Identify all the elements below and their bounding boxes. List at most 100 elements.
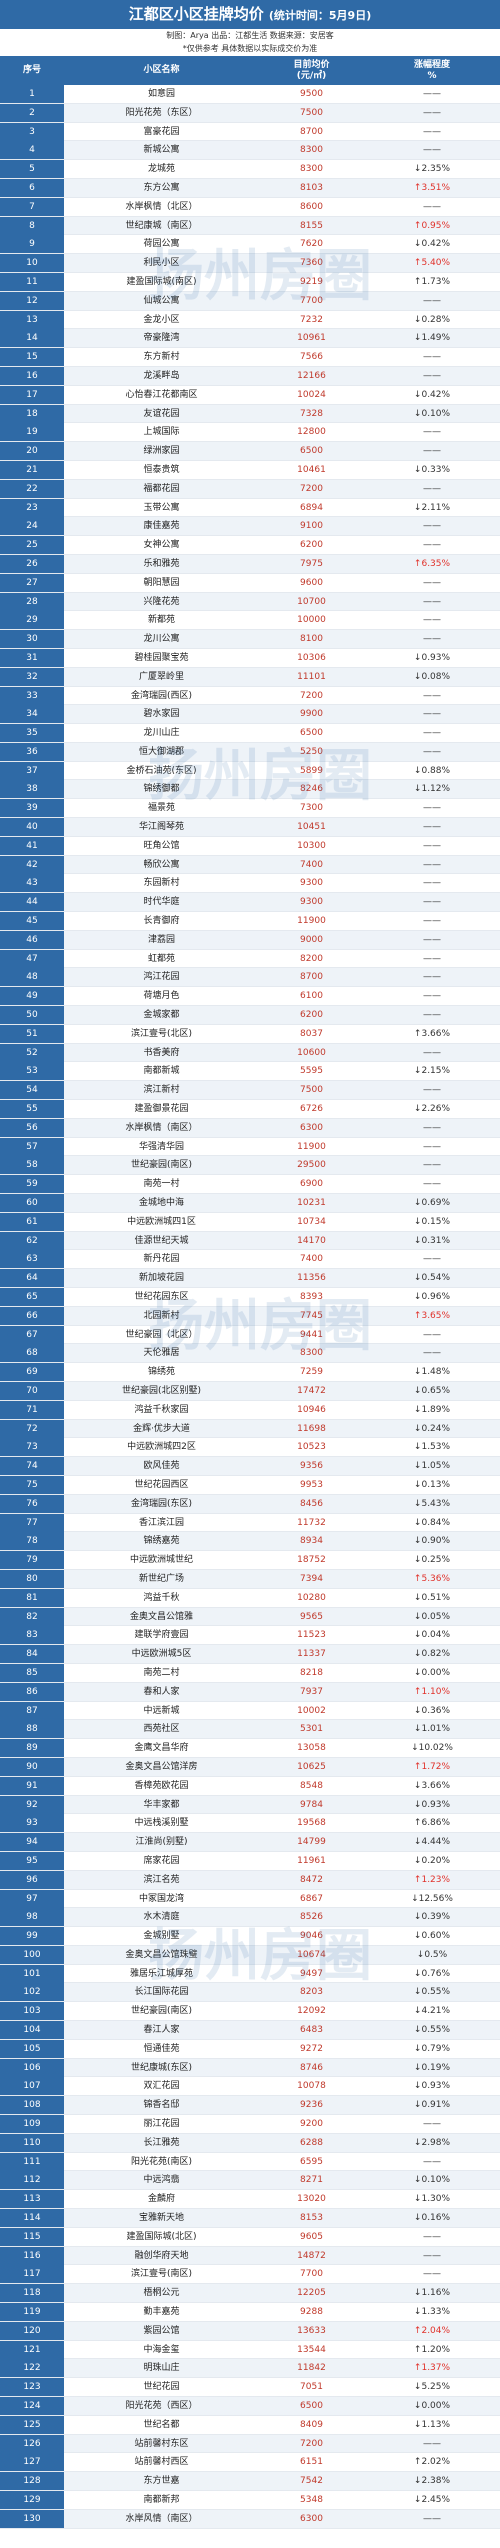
cell-index: 69 xyxy=(0,1363,64,1382)
cell-change: ↓0.60% xyxy=(413,1931,451,1942)
cell-price: 10734 xyxy=(297,1216,326,1227)
cell-change: ↓0.84% xyxy=(413,1517,451,1528)
table-row: 48 鸿江花园 8700 —— xyxy=(0,968,500,988)
cell-price: 9300 xyxy=(300,878,323,889)
cell-index: 44 xyxy=(0,893,64,912)
cell-change: ↓0.79% xyxy=(413,2043,451,2054)
table-row: 124 阳光花苑（西区） 6500 ↓0.00% xyxy=(0,2397,500,2416)
cell-name: 江淮尚(别墅) xyxy=(135,1837,188,1848)
cell-name: 中远欧洲城5区 xyxy=(131,1649,192,1660)
cell-name: 书香美府 xyxy=(143,1047,180,1058)
cell-change: ↓0.15% xyxy=(413,1216,451,1227)
cell-name: 水岸枫情（南区） xyxy=(125,1122,198,1133)
cell-name: 兴隆花苑 xyxy=(143,596,180,607)
table-row: 86 春和人家 7937 ↑1.10% xyxy=(0,1682,500,1702)
cell-price: 8526 xyxy=(300,1912,323,1923)
cell-change: —— xyxy=(423,2513,441,2524)
cell-index: 85 xyxy=(0,1663,64,1682)
table-row: 40 华江阁琴苑 10451 —— xyxy=(0,818,500,837)
cell-price: 7400 xyxy=(300,1254,323,1265)
table-row: 105 恒通佳苑 9272 ↓0.79% xyxy=(0,2039,500,2059)
cell-price: 10451 xyxy=(297,822,326,833)
cell-change: ↑1.10% xyxy=(413,1686,451,1697)
cell-index: 82 xyxy=(0,1607,64,1626)
cell-change: ↑6.86% xyxy=(413,1818,451,1829)
cell-name: 中冢国龙湾 xyxy=(138,1893,184,1904)
table-row: 125 世纪名都 8409 ↓1.13% xyxy=(0,2415,500,2435)
table-row: 76 金湾瑞园(东区) 8456 ↓5.43% xyxy=(0,1494,500,1514)
cell-change: —— xyxy=(423,1010,441,1021)
cell-change: —— xyxy=(423,746,441,757)
table-row: 75 世纪花园西区 9953 ↓0.13% xyxy=(0,1475,500,1495)
cell-change: ↓0.28% xyxy=(413,314,451,325)
cell-change: ↓1.53% xyxy=(413,1442,451,1453)
table-row: 49 荷塘月色 6100 —— xyxy=(0,987,500,1007)
table-row: 106 世纪康城(东区) 8746 ↓0.19% xyxy=(0,2058,500,2078)
cell-name: 女神公寓 xyxy=(143,540,180,551)
cell-change: ↓0.5% xyxy=(416,1949,448,1960)
cell-name: 世纪花园 xyxy=(143,2382,180,2393)
cell-index: 65 xyxy=(0,1288,64,1306)
cell-price: 6900 xyxy=(300,1179,323,1190)
cell-price: 9300 xyxy=(300,897,323,908)
cell-name: 鸿益千秋 xyxy=(143,1592,180,1603)
table-row: 103 世纪豪园(南区) 12092 ↓4.21% xyxy=(0,2002,500,2022)
table-row: 53 南都新城 5595 ↓2.15% xyxy=(0,1062,500,1082)
table-row: 84 中远欧洲城5区 11337 ↓0.82% xyxy=(0,1645,500,1664)
cell-index: 34 xyxy=(0,705,64,724)
table-row: 24 康佳嘉苑 9100 —— xyxy=(0,517,500,537)
cell-name: 滨江壹号(北区) xyxy=(130,1028,193,1039)
table-row: 3 富豪花园 8700 —— xyxy=(0,122,500,142)
cell-name: 朝阳慧园 xyxy=(143,577,180,588)
cell-name: 荷塘月色 xyxy=(143,991,180,1002)
cell-price: 8300 xyxy=(300,164,323,175)
cell-name: 东园新村 xyxy=(143,878,180,889)
cell-name: 时代华庭 xyxy=(143,897,180,908)
table-row: 31 碧桂园聚宝苑 10306 ↓0.93% xyxy=(0,648,500,668)
cell-price: 9900 xyxy=(300,709,323,720)
table-row: 28 兴隆花苑 10700 —— xyxy=(0,592,500,612)
cell-price: 8600 xyxy=(300,201,323,212)
cell-price: 8393 xyxy=(300,1292,323,1302)
cell-index: 50 xyxy=(0,1006,64,1025)
cell-name: 世纪豪园（北区） xyxy=(125,1329,198,1340)
cell-index: 97 xyxy=(0,1889,64,1908)
cell-change: —— xyxy=(423,972,441,983)
cell-change: ↓10.02% xyxy=(411,1743,453,1754)
cell-price: 9600 xyxy=(300,577,323,588)
table-row: 91 香樟苑欧花园 8548 ↓3.66% xyxy=(0,1776,500,1796)
table-row: 78 锦绣嘉苑 8934 ↓0.90% xyxy=(0,1532,500,1552)
cell-price: 11842 xyxy=(297,2363,326,2374)
cell-name: 金奥文昌公馆洋房 xyxy=(125,1761,198,1772)
cell-name: 帝豪隆湾 xyxy=(143,333,180,344)
cell-name: 上城国际 xyxy=(143,427,180,438)
table-row: 32 广厦翠岭里 11101 ↓0.08% xyxy=(0,667,500,687)
cell-change: ↓0.39% xyxy=(413,1912,451,1923)
cell-price: 6867 xyxy=(300,1893,323,1904)
table-row: 16 龙溪畔岛 12166 —— xyxy=(0,366,500,386)
cell-name: 南都新城 xyxy=(143,1066,180,1077)
cell-price: 13633 xyxy=(297,2325,326,2336)
cell-change: —— xyxy=(423,634,441,645)
cell-price: 9000 xyxy=(300,934,323,945)
cell-change: —— xyxy=(423,1160,441,1171)
cell-price: 7200 xyxy=(300,690,323,701)
cell-change: ↓0.91% xyxy=(413,2100,451,2111)
cell-name: 长江国际花园 xyxy=(134,1987,189,1998)
cell-name: 中远鸿翡 xyxy=(143,2175,180,2186)
table-row: 111 阳光花苑(南区) 6595 —— xyxy=(0,2152,500,2172)
cell-index: 26 xyxy=(0,554,64,573)
cell-name: 福景苑 xyxy=(147,803,175,814)
table-row: 25 女神公寓 6200 —— xyxy=(0,536,500,555)
table-row: 44 时代华庭 9300 —— xyxy=(0,893,500,913)
cell-price: 9046 xyxy=(300,1931,323,1942)
cell-name: 广厦翠岭里 xyxy=(138,671,184,682)
cell-index: 71 xyxy=(0,1400,64,1419)
cell-index: 78 xyxy=(0,1532,64,1551)
cell-name: 锦绣御都 xyxy=(143,784,180,795)
cell-price: 14799 xyxy=(297,1837,326,1848)
col-header-name: 小区名称 xyxy=(143,65,180,75)
cell-name: 锦香名邸 xyxy=(143,2100,180,2111)
cell-price: 7051 xyxy=(300,2382,323,2393)
cell-change: ↓0.08% xyxy=(413,671,451,682)
